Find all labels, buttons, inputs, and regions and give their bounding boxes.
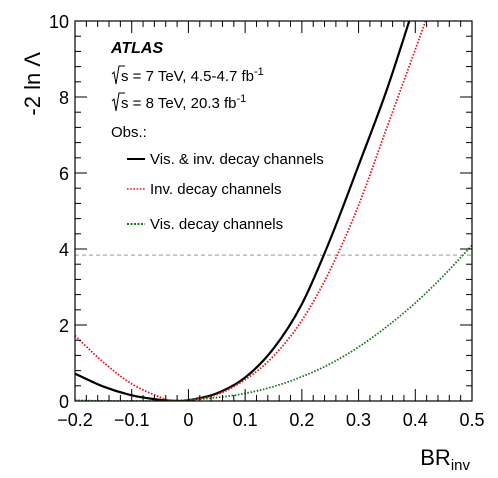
x-axis-label: BRinv <box>420 445 470 474</box>
legend-entry-visible: Vis. decay channels <box>150 216 283 233</box>
energy-line-8tev: s = 8 TeV, 20.3 fb-1 <box>111 92 246 112</box>
y-tick-label: 6 <box>59 164 69 184</box>
energy-label-7tev-text: s = 7 TeV, 4.5-4.7 fb <box>121 68 254 85</box>
legend-header: Obs.: <box>111 124 147 141</box>
y-tick-label: 2 <box>59 316 69 336</box>
x-tick-label: 0.3 <box>346 410 371 430</box>
legend-entry-invisible: Inv. decay channels <box>150 181 281 198</box>
x-tick-label: 0.2 <box>289 410 314 430</box>
legend: ATLAS s = 7 TeV, 4.5-4.7 fb-1 s = 8 TeV,… <box>110 40 324 233</box>
x-axis-label-main: BR <box>420 445 451 470</box>
y-tick-label: 10 <box>49 12 69 32</box>
energy-label-8tev: s = 8 TeV, 20.3 fb-1 <box>121 93 246 112</box>
x-axis-label-sub: inv <box>451 457 471 474</box>
x-tick-label: 0.4 <box>403 410 428 430</box>
energy-label-8tev-text: s = 8 TeV, 20.3 fb <box>121 95 237 112</box>
series-combined-line <box>75 21 411 401</box>
atlas-label: ATLAS <box>110 40 163 57</box>
x-tick-label: 0.1 <box>233 410 258 430</box>
x-tick-label: 0 <box>183 410 193 430</box>
y-tick-label: 4 <box>59 240 69 260</box>
energy-label-7tev: s = 7 TeV, 4.5-4.7 fb-1 <box>121 66 264 85</box>
x-tick-label: −0.2 <box>57 410 93 430</box>
energy-label-7tev-sup: -1 <box>254 66 264 78</box>
energy-line-7tev: s = 7 TeV, 4.5-4.7 fb-1 <box>111 65 264 85</box>
x-tick-label: −0.1 <box>114 410 150 430</box>
series-invisible-line <box>75 21 427 401</box>
energy-label-8tev-sup: -1 <box>237 93 247 105</box>
series-layer <box>75 21 472 401</box>
y-tick-label: 8 <box>59 88 69 108</box>
y-tick-label: 0 <box>59 392 69 412</box>
y-axis-label: -2 ln Λ <box>20 52 45 116</box>
sqrt-icon <box>111 65 125 85</box>
series-visible-line <box>75 244 472 401</box>
axes: −0.2 −0.1 0 0.1 0.2 0.3 0.4 0.5 0 2 4 6 8 10 <box>49 12 485 430</box>
x-tick-label: 0.5 <box>459 410 484 430</box>
sqrt-icon <box>111 92 125 112</box>
legend-entry-combined: Vis. & inv. decay channels <box>150 151 324 168</box>
plot-frame <box>74 20 473 402</box>
